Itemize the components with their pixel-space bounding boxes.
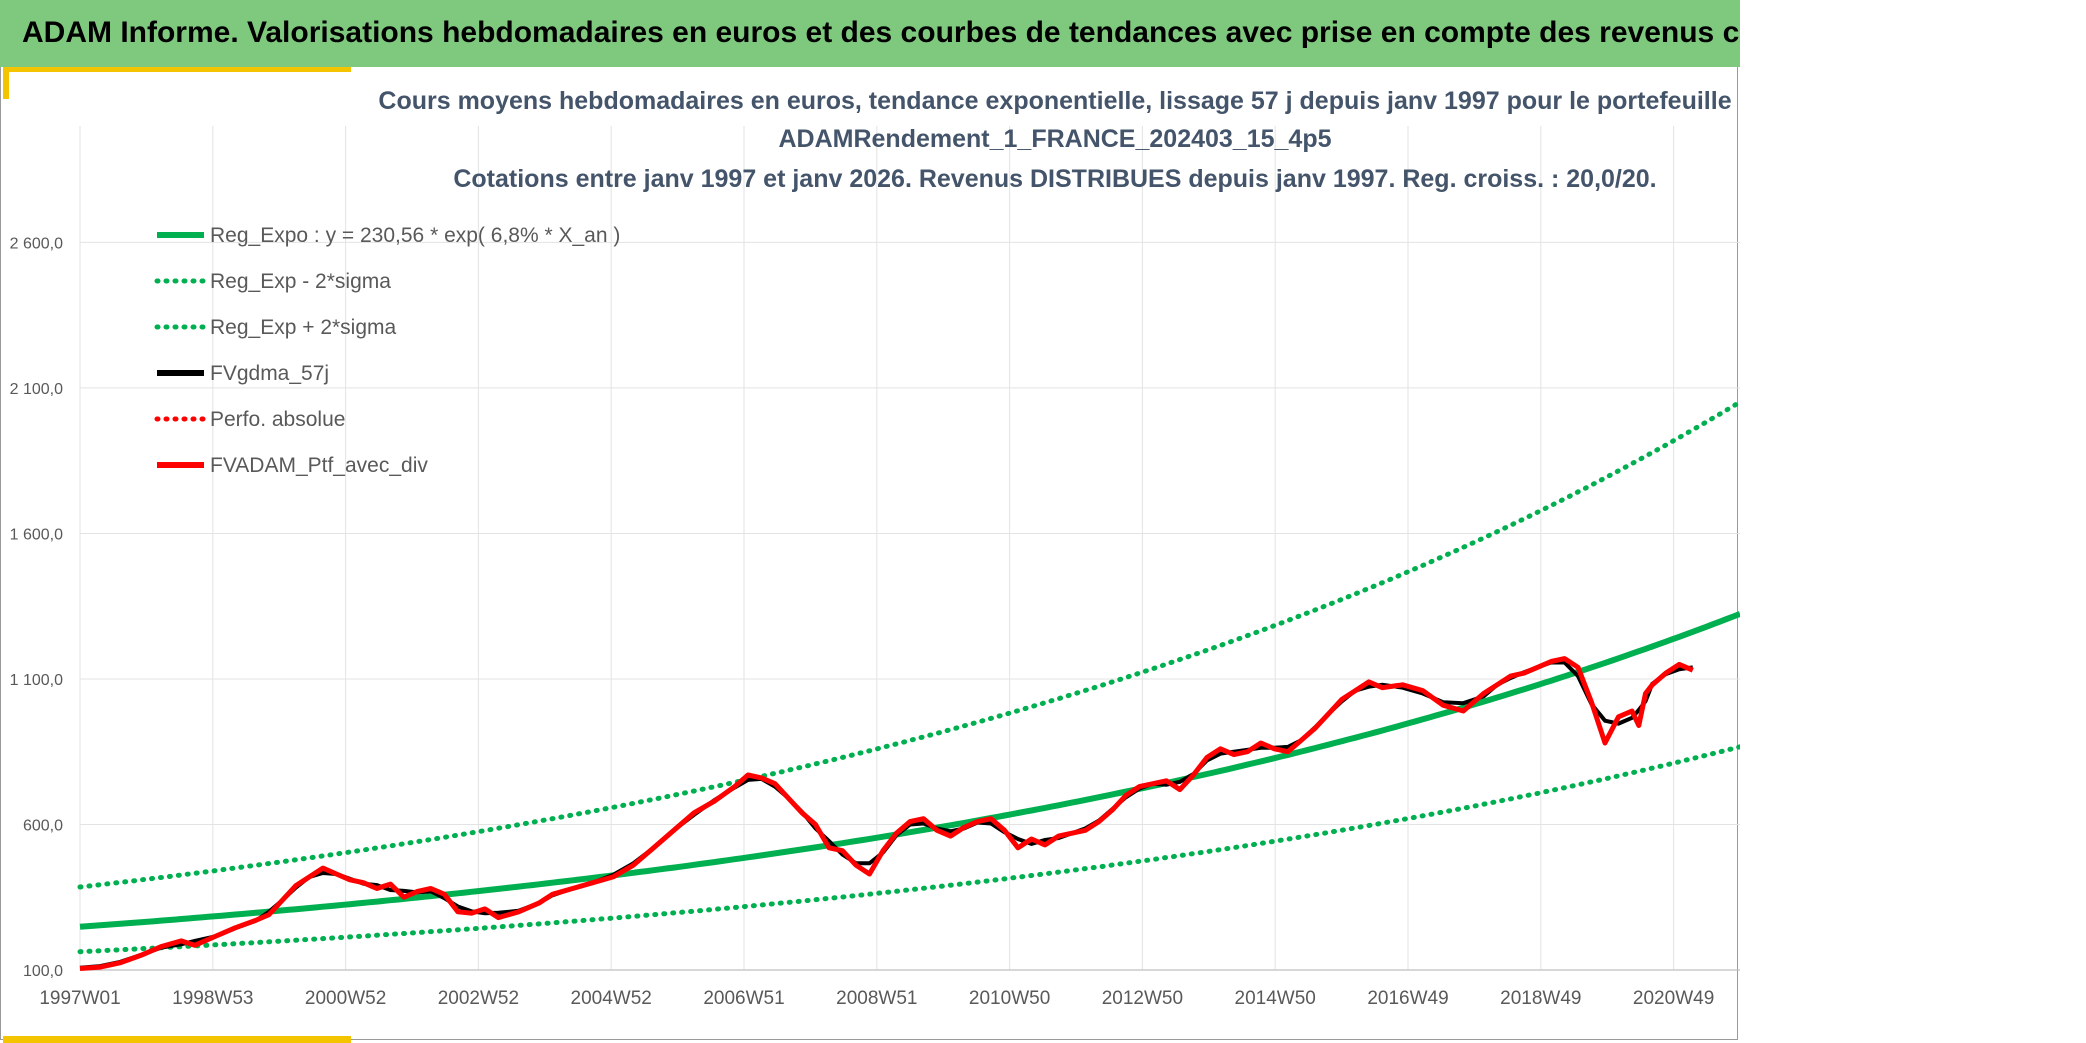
y-tick-label: 100,0 xyxy=(23,963,63,980)
series-reg-expo xyxy=(79,611,1740,930)
legend-label: FVgdma_57j xyxy=(210,362,329,385)
legend-label: Reg_Exp + 2*sigma xyxy=(210,316,397,339)
chart-title: Cours moyens hebdomadaires en euros, ten… xyxy=(378,87,1731,193)
x-tick-label: 2018W49 xyxy=(1500,988,1581,1009)
series-reg-exp-minus-2sigma xyxy=(77,744,1740,955)
x-tick-label: 2014W50 xyxy=(1235,988,1316,1009)
x-tick-label: 2004W52 xyxy=(571,988,652,1009)
x-tick-label: 1998W53 xyxy=(172,988,253,1009)
legend-label: Perfo. absolue xyxy=(210,408,345,431)
x-tick-label: 2010W50 xyxy=(969,988,1050,1009)
chart-title-line: Cours moyens hebdomadaires en euros, ten… xyxy=(378,87,1731,115)
y-tick-label: 1 600,0 xyxy=(10,526,63,543)
page-title: ADAM Informe. Valorisations hebdomadaire… xyxy=(22,16,1740,49)
x-tick-label: 2008W51 xyxy=(836,988,917,1009)
accent-bar-top xyxy=(8,67,351,72)
page-banner: ADAM Informe. Valorisations hebdomadaire… xyxy=(0,0,1740,67)
x-tick-label: 2000W52 xyxy=(305,988,386,1009)
x-tick-label: 2002W52 xyxy=(438,988,519,1009)
series-reg-exp-plus-2sigma xyxy=(77,399,1740,890)
y-tick-label: 1 100,0 xyxy=(10,672,63,689)
series-fvadam-ptf-avec-div xyxy=(79,656,1694,971)
y-tick-label: 2 600,0 xyxy=(10,235,63,252)
accent-bar-bottom xyxy=(3,1036,351,1043)
y-axis: 100,0 600,0 1 100,0 1 600,0 2 100,0 2 600,0 xyxy=(10,235,63,980)
x-tick-label: 1997W01 xyxy=(39,988,120,1009)
x-axis: 1997W01 1998W53 2000W52 2002W52 2004W52 2006W… xyxy=(39,988,1714,1009)
y-tick-label: 600,0 xyxy=(23,817,63,834)
legend-label: Reg_Expo : y = 230,56 * exp( 6,8% * X_an… xyxy=(210,224,620,247)
chart-legend: Reg_Expo : y = 230,56 * exp( 6,8% * X_an… xyxy=(154,224,620,477)
accent-bar-left xyxy=(3,67,9,99)
x-tick-label: 2016W49 xyxy=(1367,988,1448,1009)
chart-title-line: Cotations entre janv 1997 et janv 2026. … xyxy=(453,165,1656,193)
grid-lines xyxy=(79,126,1740,971)
x-tick-label: 2020W49 xyxy=(1633,988,1714,1009)
y-tick-label: 2 100,0 xyxy=(10,381,63,398)
x-tick-label: 2006W51 xyxy=(703,988,784,1009)
series-group xyxy=(77,399,1740,971)
legend-label: FVADAM_Ptf_avec_div xyxy=(210,454,428,477)
legend-label: Reg_Exp - 2*sigma xyxy=(210,270,391,293)
chart-title-line: ADAMRendement_1_FRANCE_202403_15_4p5 xyxy=(778,125,1331,153)
line-chart: Cours moyens hebdomadaires en euros, ten… xyxy=(10,87,1740,1009)
x-tick-label: 2012W50 xyxy=(1102,988,1183,1009)
